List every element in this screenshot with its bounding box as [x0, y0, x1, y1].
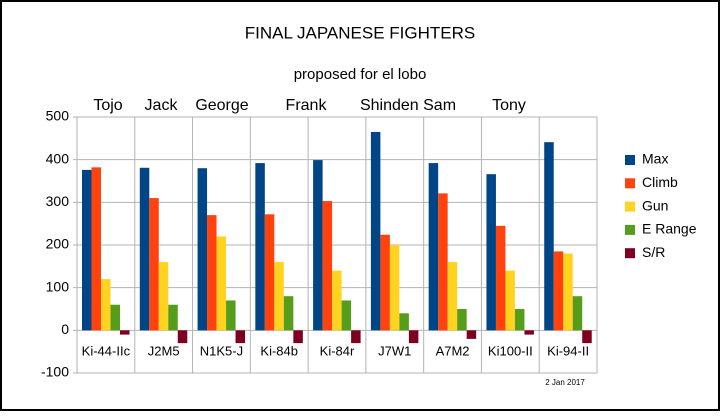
- x-tick-label: Ki-94-II: [547, 343, 589, 358]
- annotation: Tony: [492, 97, 526, 114]
- chart-title: FINAL JAPANESE FIGHTERS: [245, 23, 476, 42]
- y-tick-label: 300: [46, 193, 70, 209]
- legend-label: Max: [642, 151, 668, 167]
- bar: [120, 330, 130, 335]
- x-tick-label: N1K5-J: [200, 343, 243, 358]
- x-tick-label: Ki-84b: [260, 343, 298, 358]
- bar: [438, 193, 448, 331]
- legend-label: E Range: [642, 221, 697, 237]
- bar: [101, 279, 111, 331]
- bar: [82, 169, 92, 331]
- chart-subtitle: proposed for el lobo: [294, 66, 427, 83]
- bar: [466, 330, 477, 339]
- bar: [408, 330, 419, 344]
- bar: [322, 201, 333, 331]
- bar: [428, 163, 439, 331]
- bar: [313, 160, 323, 331]
- bar: [514, 309, 525, 331]
- x-tick-label: J2M5: [148, 343, 180, 358]
- bar: [399, 313, 409, 331]
- bar: [341, 300, 352, 331]
- bar: [177, 330, 188, 344]
- y-tick-label: -100: [41, 364, 69, 380]
- bar: [389, 245, 400, 331]
- legend-swatch: [625, 201, 635, 212]
- bar: [572, 296, 583, 331]
- bar: [563, 253, 573, 331]
- bar: [505, 270, 515, 331]
- legend-label: S/R: [642, 244, 665, 260]
- bar: [582, 330, 592, 344]
- x-tick-label: J7W1: [378, 343, 411, 358]
- bar: [226, 300, 236, 331]
- legend-swatch: [625, 224, 635, 235]
- x-tick-label: Ki-84r: [320, 343, 355, 358]
- bar: [351, 330, 361, 344]
- bar: [158, 262, 169, 331]
- bar: [235, 330, 246, 344]
- bar: [447, 262, 458, 331]
- bar: [457, 309, 467, 331]
- bar: [139, 167, 150, 331]
- y-tick-label: 500: [46, 108, 70, 124]
- bar: [544, 142, 554, 331]
- legend-label: Climb: [642, 174, 678, 190]
- bar: [370, 131, 381, 331]
- bar: [283, 296, 294, 331]
- annotation: George: [195, 97, 248, 114]
- annotation: Tojo: [93, 97, 122, 114]
- bar: [553, 251, 564, 331]
- bar: [255, 163, 265, 331]
- y-tick-label: 400: [46, 150, 70, 166]
- bar: [264, 214, 275, 331]
- bar: [216, 236, 227, 331]
- bar: [524, 330, 534, 335]
- bar: [91, 167, 101, 331]
- bar: [197, 168, 208, 331]
- x-tick-label: A7M2: [436, 343, 470, 358]
- legend-label: Gun: [642, 197, 668, 213]
- bar: [149, 198, 159, 331]
- bar: [168, 304, 178, 331]
- bar: [495, 225, 506, 331]
- y-tick-label: 0: [61, 321, 69, 337]
- x-tick-label: Ki100-II: [488, 343, 533, 358]
- bar: [486, 174, 496, 331]
- legend-swatch: [625, 178, 635, 189]
- legend-swatch: [625, 155, 635, 165]
- bar: [332, 270, 342, 331]
- bar: [380, 234, 390, 331]
- legend-swatch: [625, 248, 635, 259]
- bar: [293, 330, 303, 344]
- bar: [207, 215, 217, 331]
- y-tick-label: 100: [46, 278, 70, 294]
- annotation: Jack: [145, 97, 179, 114]
- bar: [110, 304, 120, 331]
- date-note: 2 Jan 2017: [545, 378, 585, 387]
- y-tick-label: 200: [46, 236, 70, 252]
- annotation: Shinden Sam: [360, 97, 456, 114]
- x-tick-label: Ki-44-IIc: [82, 343, 131, 358]
- bar: [274, 262, 284, 331]
- annotation: Frank: [286, 97, 328, 114]
